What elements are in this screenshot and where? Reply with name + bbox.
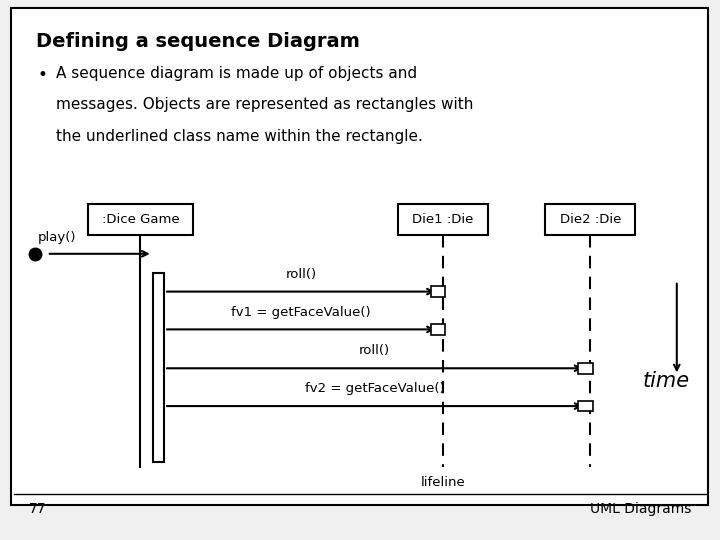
Text: fv2 = getFaceValue(): fv2 = getFaceValue() <box>305 382 444 395</box>
Text: UML Diagrams: UML Diagrams <box>590 502 691 516</box>
Text: roll(): roll() <box>359 345 390 357</box>
Bar <box>578 363 593 374</box>
Text: :Dice Game: :Dice Game <box>102 213 179 226</box>
Text: 77: 77 <box>29 502 46 516</box>
Text: play(): play() <box>37 231 76 244</box>
Text: lifeline: lifeline <box>420 476 465 489</box>
Text: the underlined class name within the rectangle.: the underlined class name within the rec… <box>56 129 423 144</box>
Bar <box>153 273 164 462</box>
Text: roll(): roll() <box>285 268 317 281</box>
Text: Die2 :Die: Die2 :Die <box>559 213 621 226</box>
Bar <box>431 324 445 335</box>
Text: Die1 :Die: Die1 :Die <box>412 213 474 226</box>
Bar <box>89 204 193 235</box>
Bar <box>431 286 445 297</box>
Bar <box>578 401 593 411</box>
Bar <box>546 204 635 235</box>
Bar <box>397 204 488 235</box>
Text: time: time <box>643 370 690 391</box>
Text: messages. Objects are represented as rectangles with: messages. Objects are represented as rec… <box>56 97 474 112</box>
Text: A sequence diagram is made up of objects and: A sequence diagram is made up of objects… <box>56 66 418 81</box>
Text: Defining a sequence Diagram: Defining a sequence Diagram <box>36 32 360 51</box>
Text: fv1 = getFaceValue(): fv1 = getFaceValue() <box>231 306 371 319</box>
Text: •: • <box>37 66 48 84</box>
